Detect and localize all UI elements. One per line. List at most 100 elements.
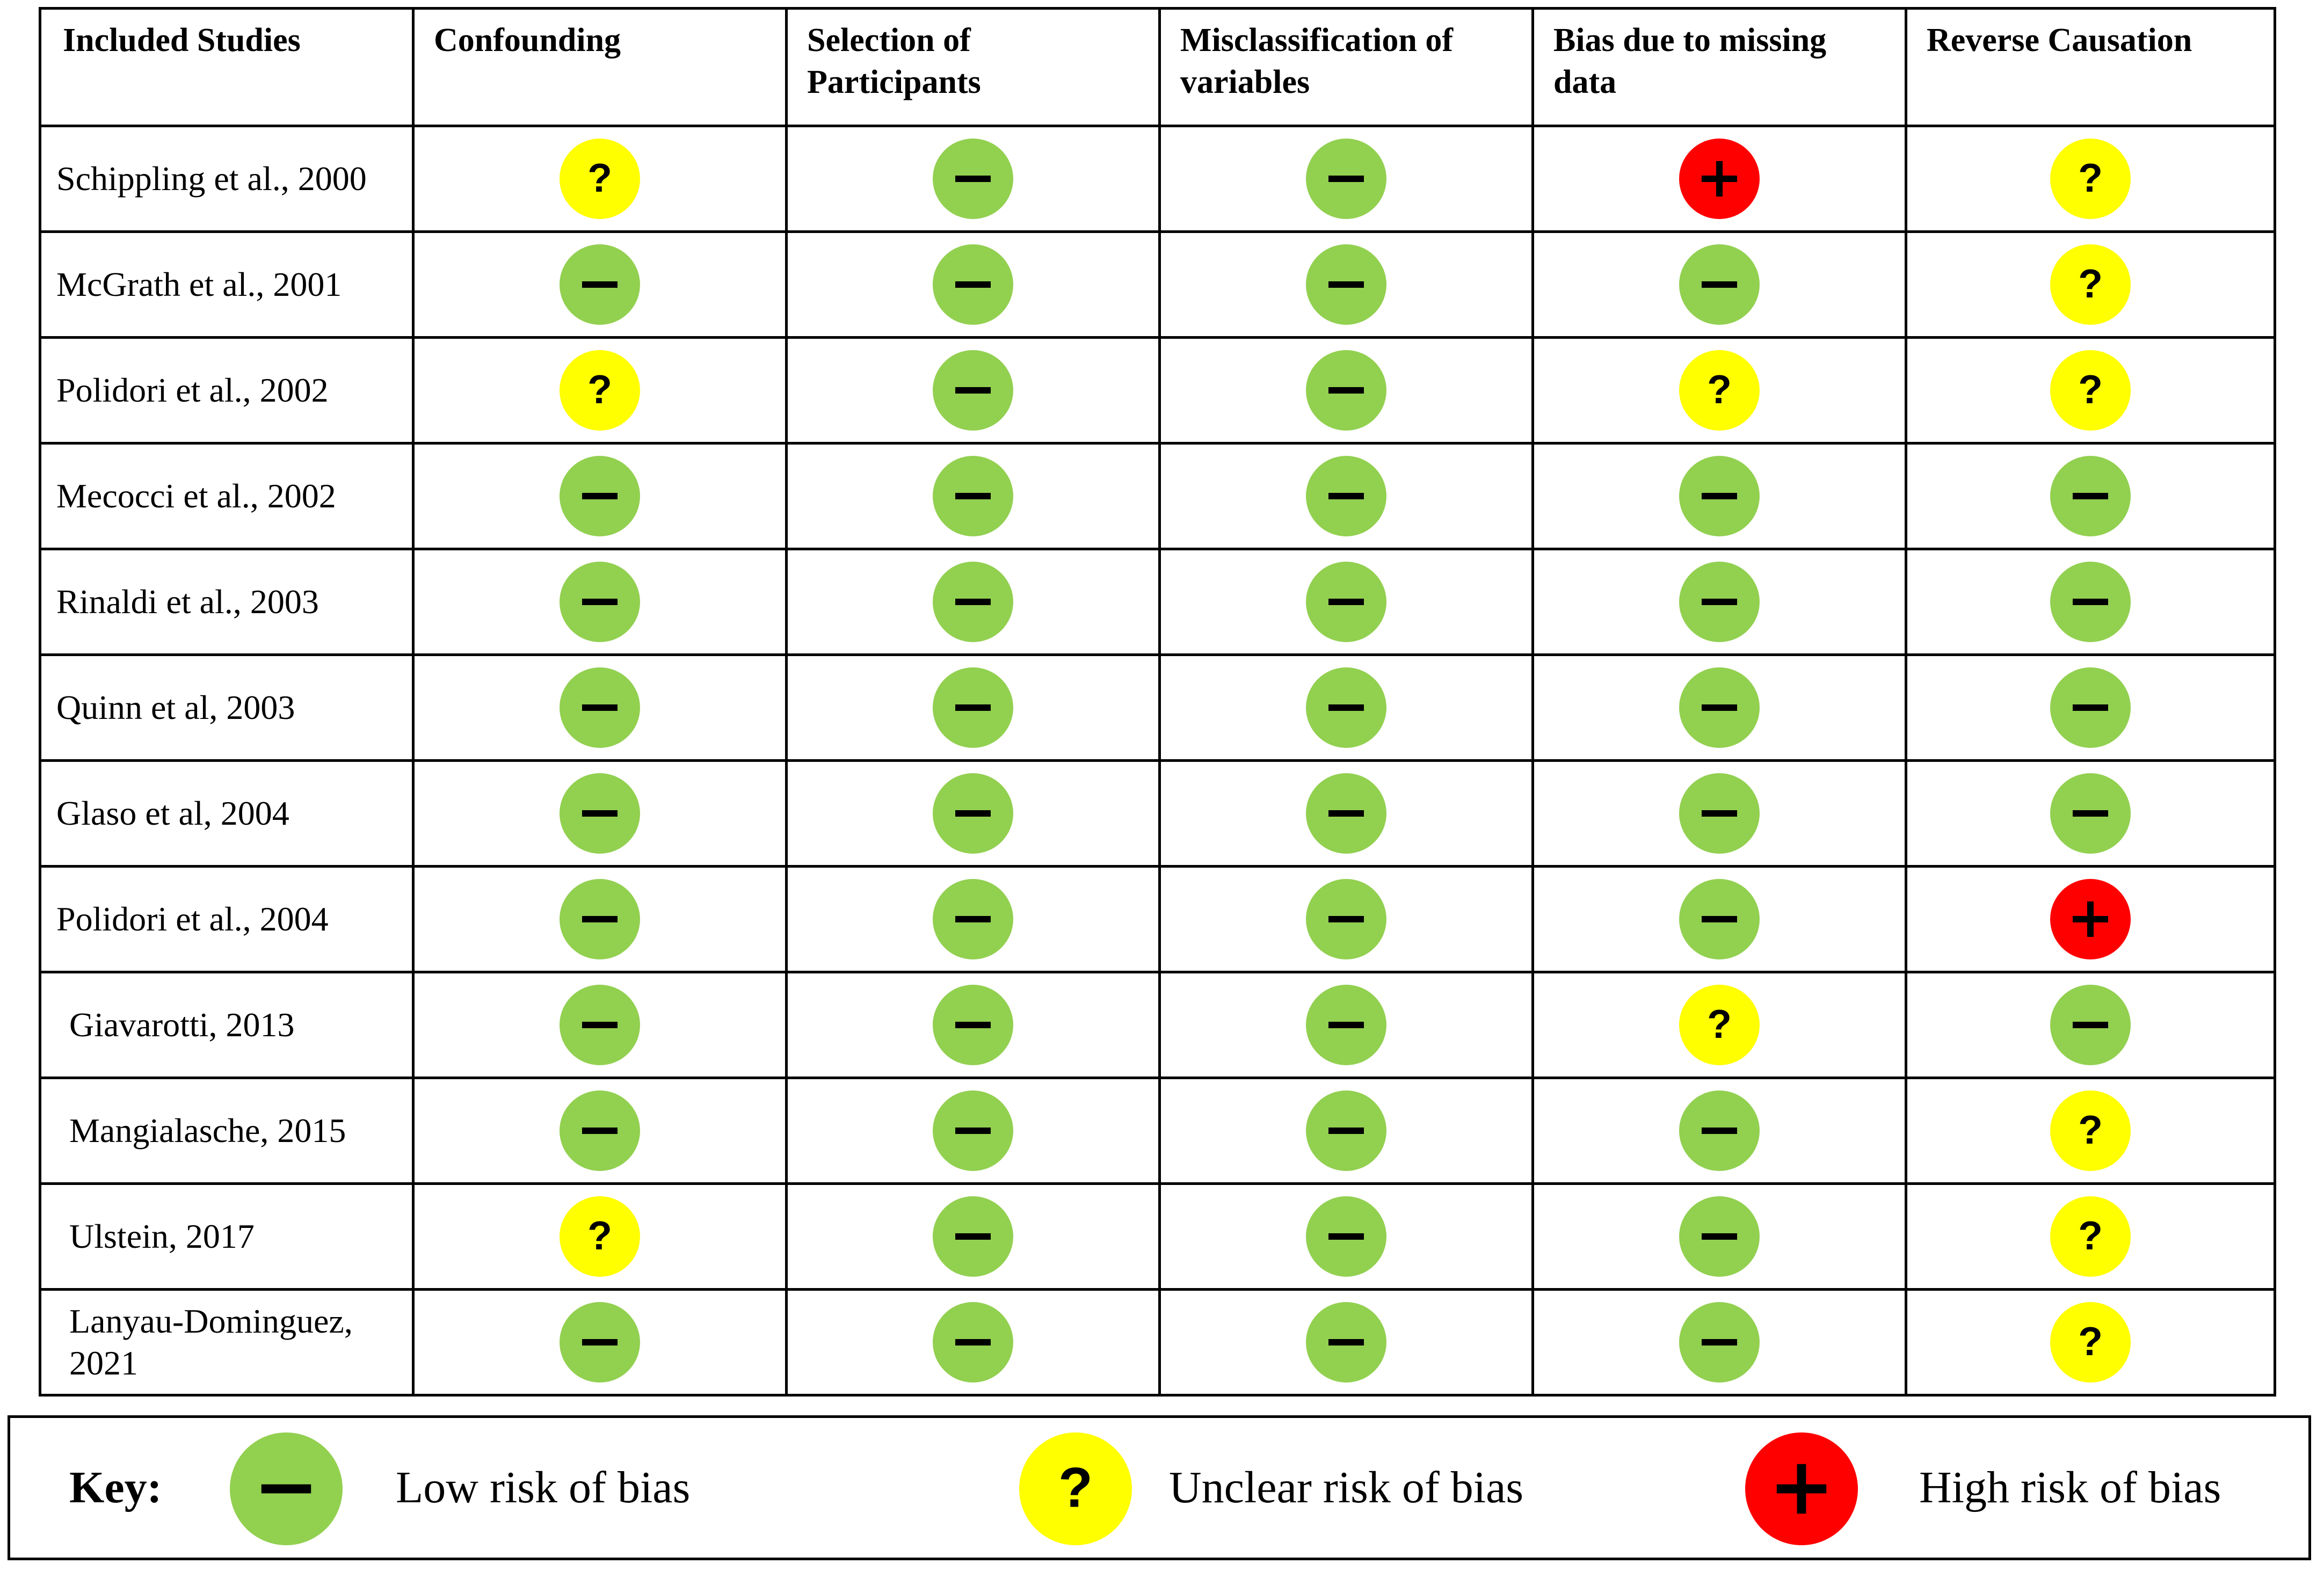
- minus-icon: [933, 879, 1013, 959]
- header-bias-due-to-missing-data: Bias due to missing data: [1531, 7, 1907, 127]
- cell-selection-of-participants: [785, 759, 1161, 868]
- table-row: Schippling et al., 2000??: [39, 125, 2276, 233]
- cell-misclassification-of-variables: [1158, 653, 1534, 762]
- minus-icon: [1679, 1196, 1760, 1277]
- minus-icon: [1306, 244, 1386, 325]
- cell-reverse-causation: ?: [1905, 125, 2276, 233]
- cell-misclassification-of-variables: [1158, 971, 1534, 1079]
- cell-selection-of-participants: [785, 548, 1161, 656]
- table-row: Mangialasche, 2015?: [39, 1077, 2276, 1185]
- minus-icon: [560, 456, 640, 536]
- cell-misclassification-of-variables: [1158, 1077, 1534, 1185]
- cell-selection-of-participants: [785, 1288, 1161, 1397]
- table-row: Lanyau-Dominguez, 2021?: [39, 1288, 2276, 1397]
- question-icon: ?: [1679, 985, 1760, 1065]
- cell-bias-due-to-missing-data: [1531, 1288, 1907, 1397]
- svg-text:?: ?: [1058, 1457, 1093, 1519]
- key-high-risk-label: High risk of bias: [1919, 1463, 2221, 1512]
- cell-bias-due-to-missing-data: [1531, 1182, 1907, 1291]
- minus-icon: [1679, 879, 1760, 959]
- minus-icon: [560, 773, 640, 854]
- table-row: Polidori et al., 2002???: [39, 336, 2276, 445]
- svg-text:?: ?: [2078, 1213, 2103, 1258]
- plus-icon: [1679, 139, 1760, 219]
- question-icon: ?: [1679, 350, 1760, 431]
- cell-misclassification-of-variables: [1158, 230, 1534, 339]
- minus-icon: [2050, 667, 2131, 748]
- minus-icon: [1306, 667, 1386, 748]
- minus-icon: [560, 879, 640, 959]
- minus-icon: [933, 1196, 1013, 1277]
- table-row: Polidori et al., 2004: [39, 865, 2276, 973]
- cell-confounding: ?: [412, 336, 788, 445]
- cell-confounding: [412, 865, 788, 973]
- minus-icon: [933, 773, 1013, 854]
- minus-icon: [933, 985, 1013, 1065]
- key-low-risk-symbol: [230, 1432, 343, 1545]
- study-name: Rinaldi et al., 2003: [39, 548, 415, 656]
- cell-confounding: [412, 548, 788, 656]
- minus-icon: [1306, 879, 1386, 959]
- minus-icon: [933, 1302, 1013, 1383]
- cell-selection-of-participants: [785, 971, 1161, 1079]
- minus-icon: [1306, 1302, 1386, 1383]
- minus-icon: [1306, 562, 1386, 642]
- minus-icon: [933, 562, 1013, 642]
- table-row: Glaso et al, 2004: [39, 759, 2276, 868]
- header-misclassification-of-variables: Misclassification of variables: [1158, 7, 1534, 127]
- cell-selection-of-participants: [785, 230, 1161, 339]
- cell-reverse-causation: ?: [1905, 1182, 2276, 1291]
- cell-misclassification-of-variables: [1158, 1288, 1534, 1397]
- cell-bias-due-to-missing-data: [1531, 548, 1907, 656]
- header-reverse-causation: Reverse Causation: [1905, 7, 2276, 127]
- table-row: Ulstein, 2017??: [39, 1182, 2276, 1291]
- cell-misclassification-of-variables: [1158, 865, 1534, 973]
- minus-icon: [560, 985, 640, 1065]
- question-icon: ?: [2050, 350, 2131, 431]
- minus-icon: [560, 562, 640, 642]
- key-high-risk-symbol: [1745, 1432, 1858, 1545]
- cell-selection-of-participants: [785, 1077, 1161, 1185]
- svg-text:?: ?: [2078, 261, 2103, 306]
- header-included-studies: Included Studies: [39, 7, 415, 127]
- cell-selection-of-participants: [785, 336, 1161, 445]
- cell-confounding: [412, 1077, 788, 1185]
- cell-selection-of-participants: [785, 653, 1161, 762]
- minus-icon: [1306, 139, 1386, 219]
- cell-reverse-causation: ?: [1905, 336, 2276, 445]
- svg-text:?: ?: [1707, 367, 1732, 412]
- cell-selection-of-participants: [785, 125, 1161, 233]
- svg-text:?: ?: [587, 1213, 612, 1258]
- table-row: Giavarotti, 2013?: [39, 971, 2276, 1079]
- minus-icon: [2050, 773, 2131, 854]
- minus-icon: [1679, 667, 1760, 748]
- cell-bias-due-to-missing-data: [1531, 230, 1907, 339]
- cell-misclassification-of-variables: [1158, 336, 1534, 445]
- cell-misclassification-of-variables: [1158, 125, 1534, 233]
- cell-bias-due-to-missing-data: ?: [1531, 971, 1907, 1079]
- study-name: Ulstein, 2017: [39, 1182, 415, 1291]
- header-row: Included Studies Confounding Selection o…: [39, 7, 2276, 127]
- cell-bias-due-to-missing-data: [1531, 759, 1907, 868]
- cell-confounding: [412, 442, 788, 550]
- minus-icon: [1306, 1196, 1386, 1277]
- key-unclear-risk-symbol: ?: [1019, 1432, 1132, 1545]
- minus-icon: [933, 350, 1013, 431]
- question-icon: ?: [560, 350, 640, 431]
- table-row: Quinn et al, 2003: [39, 653, 2276, 762]
- cell-bias-due-to-missing-data: [1531, 865, 1907, 973]
- cell-confounding: [412, 653, 788, 762]
- cell-selection-of-participants: [785, 1182, 1161, 1291]
- study-name: McGrath et al., 2001: [39, 230, 415, 339]
- cell-reverse-causation: [1905, 442, 2276, 550]
- study-name: Mangialasche, 2015: [39, 1077, 415, 1185]
- svg-text:?: ?: [2078, 1107, 2103, 1152]
- cell-selection-of-participants: [785, 865, 1161, 973]
- svg-text:?: ?: [1707, 1001, 1732, 1046]
- minus-icon: [1306, 350, 1386, 431]
- key-low-risk-label: Low risk of bias: [396, 1463, 691, 1512]
- question-icon: ?: [2050, 1302, 2131, 1383]
- question-icon: ?: [2050, 139, 2131, 219]
- minus-icon: [933, 456, 1013, 536]
- study-name: Mecocci et al., 2002: [39, 442, 415, 550]
